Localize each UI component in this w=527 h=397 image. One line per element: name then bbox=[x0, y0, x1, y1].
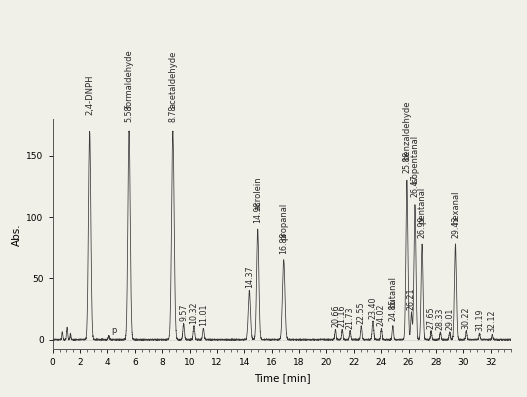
Text: acetaldehyde: acetaldehyde bbox=[168, 51, 178, 108]
Text: 32.12: 32.12 bbox=[488, 310, 497, 332]
Y-axis label: Abs.: Abs. bbox=[12, 223, 22, 245]
Text: acrolein: acrolein bbox=[253, 176, 262, 210]
Text: benzaldehyde: benzaldehyde bbox=[403, 100, 412, 160]
Text: 29.43: 29.43 bbox=[451, 216, 460, 238]
Text: 27.65: 27.65 bbox=[427, 306, 436, 329]
Text: 2,4-DNPH: 2,4-DNPH bbox=[85, 75, 94, 116]
Text: pentanal: pentanal bbox=[417, 187, 426, 224]
Text: 30.22: 30.22 bbox=[462, 306, 471, 329]
Text: 8.78: 8.78 bbox=[168, 104, 178, 121]
Text: 26.21: 26.21 bbox=[407, 288, 416, 310]
X-axis label: Time [min]: Time [min] bbox=[253, 373, 310, 383]
Text: 31.19: 31.19 bbox=[475, 308, 484, 331]
Text: 22.55: 22.55 bbox=[357, 301, 366, 324]
Text: 21.73: 21.73 bbox=[346, 306, 355, 329]
Text: 16.88: 16.88 bbox=[279, 231, 288, 254]
Text: 26.47: 26.47 bbox=[411, 175, 419, 197]
Text: 5.58: 5.58 bbox=[124, 104, 133, 121]
Text: 29.01: 29.01 bbox=[445, 307, 454, 330]
Text: 20.66: 20.66 bbox=[331, 305, 340, 327]
Text: isopentanal: isopentanal bbox=[411, 135, 419, 184]
Text: 23.40: 23.40 bbox=[368, 296, 377, 319]
Text: hexanal: hexanal bbox=[451, 191, 460, 224]
Text: butanal: butanal bbox=[388, 276, 397, 308]
Text: propanal: propanal bbox=[279, 203, 288, 240]
Text: 28.33: 28.33 bbox=[436, 307, 445, 330]
Text: 24.85: 24.85 bbox=[388, 299, 397, 321]
Text: 21.16: 21.16 bbox=[338, 305, 347, 327]
Text: 11.01: 11.01 bbox=[199, 304, 208, 326]
Text: 24.02: 24.02 bbox=[377, 304, 386, 326]
Text: formaldehyde: formaldehyde bbox=[124, 49, 133, 108]
Text: p: p bbox=[111, 326, 116, 335]
Text: 10.32: 10.32 bbox=[189, 301, 199, 324]
Text: 14.98: 14.98 bbox=[253, 201, 262, 223]
Text: 26.99: 26.99 bbox=[417, 216, 426, 238]
Text: 25.88: 25.88 bbox=[403, 151, 412, 173]
Text: 9.57: 9.57 bbox=[179, 304, 188, 321]
Text: 14.37: 14.37 bbox=[245, 266, 254, 288]
